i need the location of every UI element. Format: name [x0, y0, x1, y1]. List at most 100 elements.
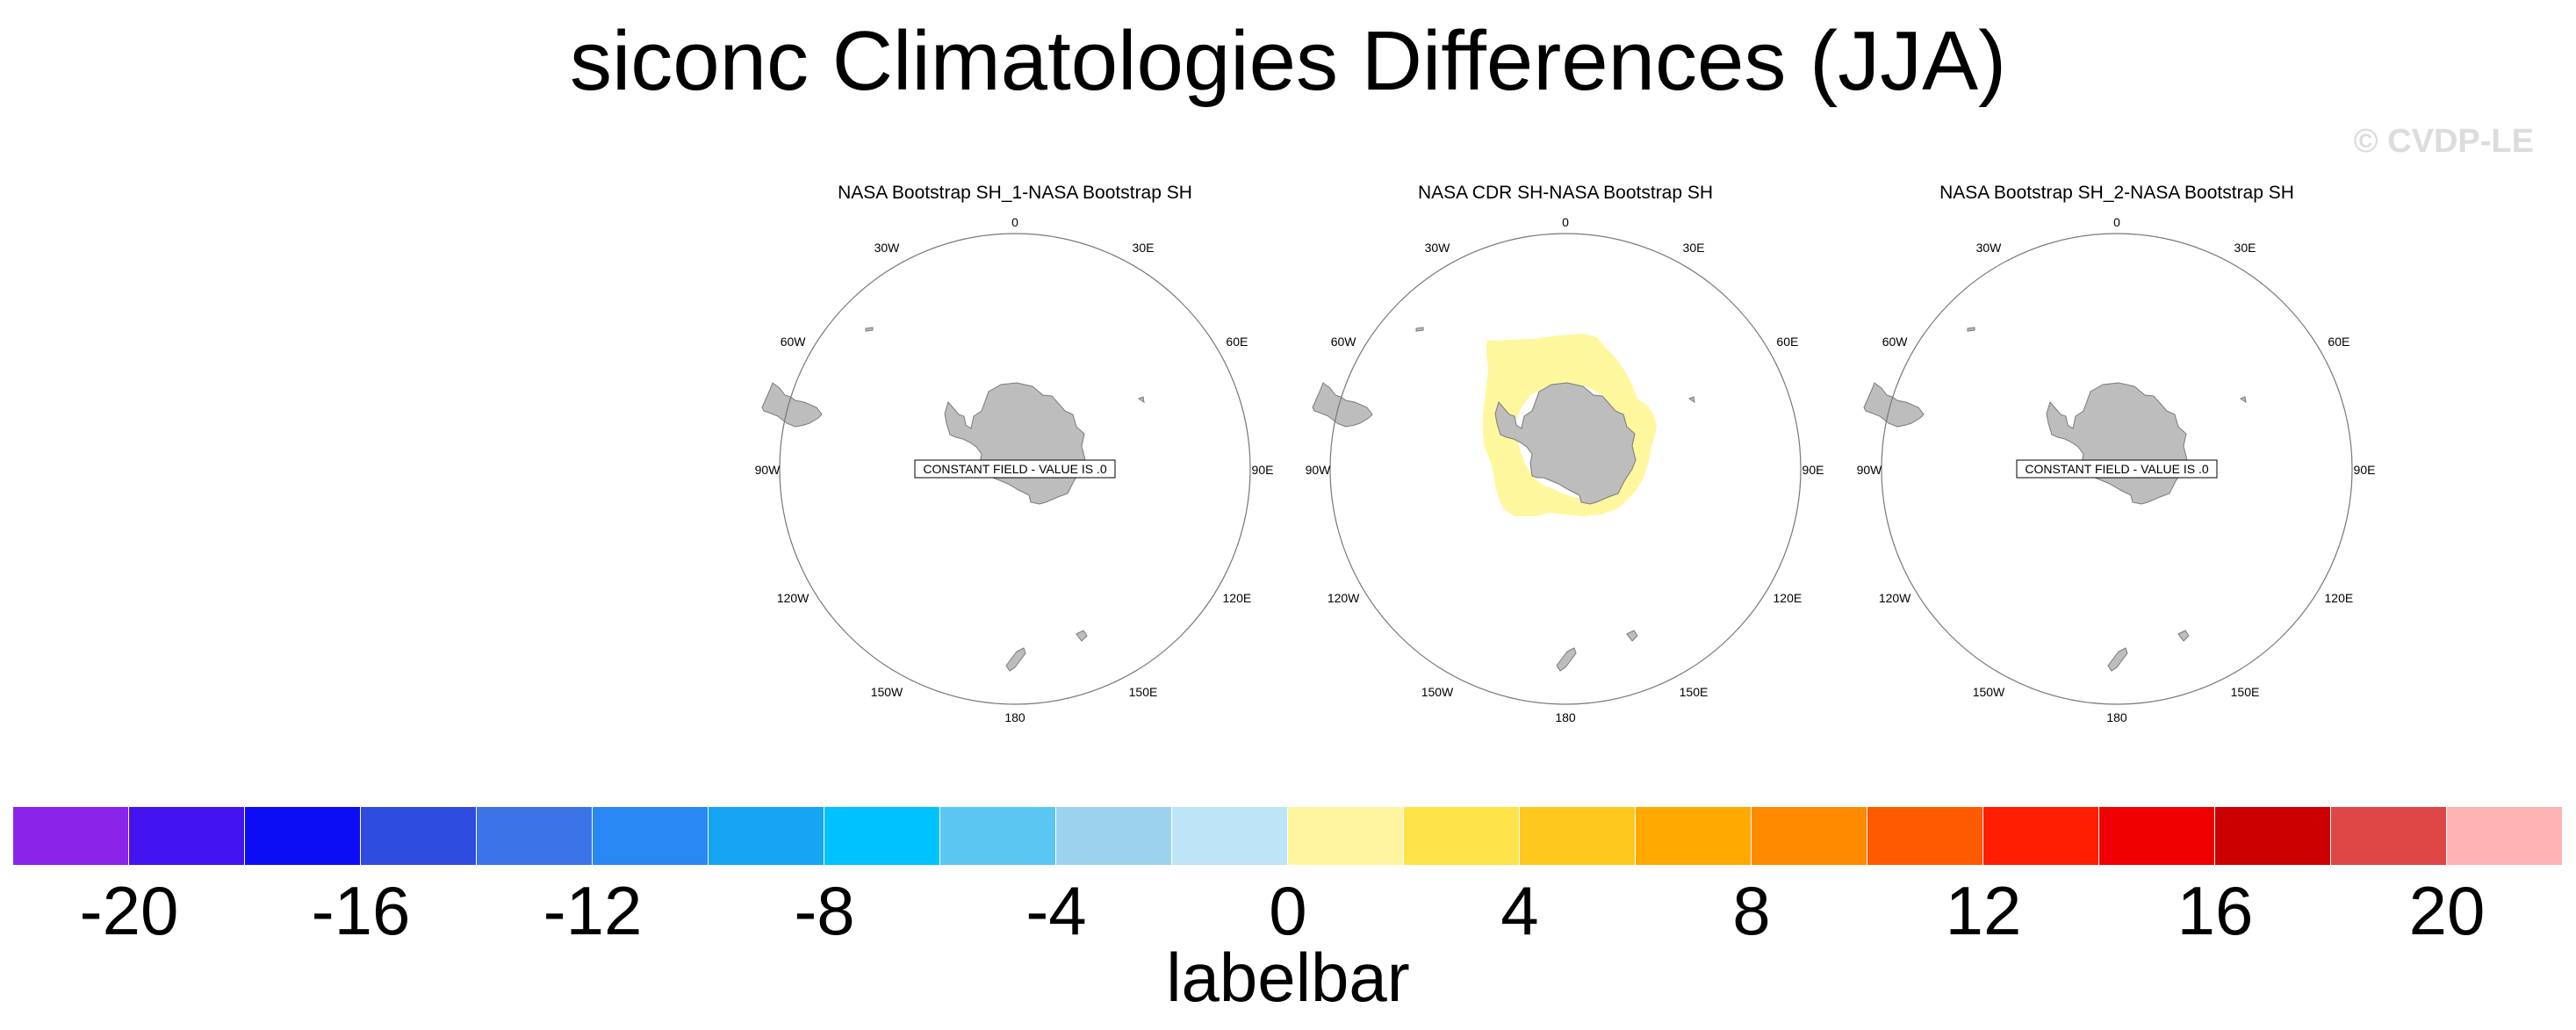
colorbar-swatch — [477, 807, 593, 865]
longitude-label: 30W — [1425, 241, 1451, 255]
small-island — [1967, 327, 1975, 332]
colorbar-tick-label: 8 — [1732, 872, 1771, 949]
kerguelen-island — [1687, 396, 1695, 404]
colorbar-tick-label: 12 — [1945, 872, 2022, 949]
sea-ice-difference-field — [1483, 334, 1657, 516]
colorbar-swatch — [2331, 807, 2447, 865]
colorbar-swatch — [1867, 807, 1983, 865]
colorbar-swatch — [129, 807, 245, 865]
polar-map-panel-3: 0 30E 60E 90E 120E 150E 180 150W 120W 90W 60W 30W CO… — [1857, 215, 2376, 724]
south-america-landmass — [1863, 382, 1925, 428]
longitude-label: 0 — [1011, 215, 1018, 229]
longitude-label: 90W — [755, 463, 781, 477]
panel-2-title: NASA CDR SH-NASA Bootstrap SH — [1417, 183, 1714, 203]
longitude-label: 180 — [2106, 710, 2127, 724]
south-america-landmass — [761, 382, 823, 428]
new-zealand-landmass — [2107, 647, 2128, 672]
colorbar-swatch — [2099, 807, 2215, 865]
longitude-label: 60W — [1331, 335, 1357, 349]
colorbar-swatch — [824, 807, 940, 865]
constant-field-note: CONSTANT FIELD - VALUE IS .0 — [923, 462, 1106, 476]
longitude-label: 0 — [2113, 215, 2120, 229]
colorbar-swatch — [2215, 807, 2331, 865]
longitude-label: 180 — [1555, 710, 1576, 724]
antarctica-landmass — [2046, 382, 2188, 505]
colorbar-tick-label: 20 — [2408, 872, 2486, 949]
colorbar-swatch — [245, 807, 361, 865]
colorbar-label: labelbar — [1166, 939, 1410, 1016]
longitude-label: 60E — [2328, 335, 2349, 349]
colorbar-swatch — [1752, 807, 1867, 865]
colorbar-swatch — [1172, 807, 1288, 865]
map-boundary-circle — [1329, 233, 1802, 705]
longitude-label: 30E — [1683, 241, 1705, 255]
kerguelen-island — [1137, 396, 1145, 404]
south-america-landmass — [1312, 382, 1373, 428]
map-boundary-circle — [1881, 233, 2353, 705]
colorbar-swatch — [940, 807, 1056, 865]
colorbar-swatch — [361, 807, 477, 865]
constant-field-note: CONSTANT FIELD - VALUE IS .0 — [2025, 462, 2208, 476]
longitude-label: 150W — [1973, 685, 2005, 699]
longitude-label: 90W — [1857, 463, 1883, 477]
longitude-label: 90E — [1802, 463, 1824, 477]
longitude-label: 150E — [2231, 685, 2260, 699]
longitude-label: 180 — [1004, 710, 1025, 724]
small-island — [1415, 327, 1424, 332]
kerguelen-island — [2239, 396, 2247, 404]
colorbar-swatch — [593, 807, 709, 865]
longitude-label: 150W — [871, 685, 903, 699]
colorbar-tick-label: 16 — [2177, 872, 2254, 949]
panel-3-title: NASA Bootstrap SH_2-NASA Bootstrap SH — [1939, 183, 2294, 203]
colorbar-swatch — [1983, 807, 2099, 865]
colorbar-swatch — [13, 807, 129, 865]
colorbar-tick-label: -20 — [79, 872, 179, 949]
constant-field-box — [2016, 459, 2218, 479]
longitude-label: 60E — [1776, 335, 1798, 349]
panel-1-title: NASA Bootstrap SH_1-NASA Bootstrap SH — [838, 183, 1192, 203]
figure-title: siconc Climatologies Differences (JJA) — [569, 14, 2007, 108]
constant-field-box — [914, 459, 1116, 479]
longitude-label: 0 — [1562, 215, 1569, 229]
colorbar-swatch — [1636, 807, 1752, 865]
colorbar-tick-label: -8 — [794, 872, 855, 949]
longitude-label: 120E — [1223, 591, 1252, 605]
longitude-label: 150E — [1680, 685, 1709, 699]
longitude-label: 90E — [2354, 463, 2376, 477]
longitude-label: 30W — [1976, 241, 2003, 255]
colorbar-tick-label: 0 — [1269, 872, 1307, 949]
polar-map-panel-2: 0 30E 60E 90E 120E 150E 180 150W 120W 90W 60W 30W — [1306, 215, 1824, 724]
longitude-label: 60W — [1882, 335, 1909, 349]
tasmania-landmass — [2177, 630, 2190, 642]
longitude-label: 30W — [874, 241, 901, 255]
small-island — [865, 327, 874, 332]
longitude-label: 60E — [1226, 335, 1248, 349]
antarctica-landmass — [1494, 382, 1637, 505]
longitude-label: 60W — [781, 335, 807, 349]
colorbar-tick-label: -4 — [1025, 872, 1087, 949]
colorbar-swatch — [1288, 807, 1404, 865]
longitude-label: 90E — [1252, 463, 1274, 477]
longitude-label: 120E — [1774, 591, 1802, 605]
colorbar-swatch — [2447, 807, 2563, 865]
tasmania-landmass — [1076, 630, 1088, 642]
colorbar-tick-label: -16 — [311, 872, 411, 949]
antarctica-landmass — [944, 382, 1086, 505]
longitude-label: 120E — [2325, 591, 2354, 605]
longitude-label: 30E — [1133, 241, 1155, 255]
cvdp-watermark: © CVDP-LE — [2353, 123, 2534, 160]
colorbar-tick-label: 4 — [1500, 872, 1539, 949]
longitude-label: 90W — [1306, 463, 1332, 477]
longitude-label: 120W — [1879, 591, 1911, 605]
colorbar-tick-label: -12 — [543, 872, 643, 949]
longitude-label: 30E — [2234, 241, 2256, 255]
map-boundary-circle — [779, 233, 1251, 705]
longitude-label: 150W — [1421, 685, 1454, 699]
longitude-label: 150E — [1129, 685, 1158, 699]
colorbar-swatch — [709, 807, 824, 865]
new-zealand-landmass — [1005, 647, 1026, 672]
tasmania-landmass — [1626, 630, 1638, 642]
longitude-label: 120W — [1328, 591, 1360, 605]
new-zealand-landmass — [1556, 647, 1577, 672]
longitude-label: 120W — [777, 591, 809, 605]
